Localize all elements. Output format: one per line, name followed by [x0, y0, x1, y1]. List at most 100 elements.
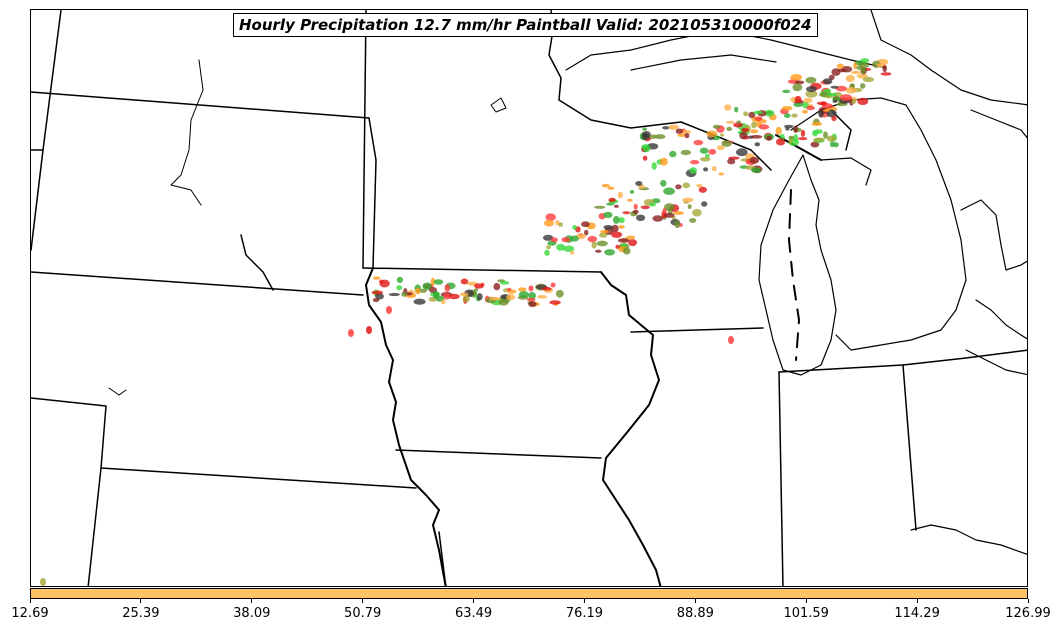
precip-blob — [822, 78, 833, 85]
precip-blob — [660, 179, 667, 187]
precip-blob — [613, 215, 620, 224]
precip-blob — [793, 125, 798, 133]
state-boundary — [368, 117, 377, 269]
river-boundary — [365, 267, 447, 586]
precip-blob — [537, 295, 548, 299]
precip-blob — [682, 197, 694, 203]
colorbar-tick-label: 114.29 — [894, 606, 940, 621]
state-boundary — [362, 267, 602, 273]
precip-blob — [708, 148, 717, 155]
precip-blob — [862, 76, 875, 83]
precip-blob — [506, 287, 512, 292]
precip-blob — [818, 109, 824, 118]
precip-blob — [841, 66, 853, 73]
precip-blob — [648, 134, 658, 139]
precip-blob — [375, 293, 384, 300]
precip-blob — [739, 131, 748, 140]
precip-blob — [699, 157, 711, 162]
precip-blob — [776, 138, 786, 146]
precip-blob — [761, 119, 767, 124]
precip-blob — [396, 276, 403, 283]
precip-blob — [528, 285, 534, 292]
precip-blob — [615, 244, 620, 249]
colorbar-tick-mark — [473, 599, 475, 603]
precip-blob — [595, 249, 602, 253]
precip-blob — [831, 115, 837, 122]
precip-blob — [693, 139, 704, 146]
precip-blob — [599, 230, 609, 234]
lake-shoreline — [490, 97, 507, 113]
precip-blob — [614, 204, 619, 208]
colorbar-tick-mark — [362, 599, 364, 603]
precip-blob — [528, 292, 536, 300]
precip-blob — [749, 156, 760, 164]
precip-blob — [826, 135, 837, 142]
precip-blob — [348, 329, 354, 337]
map-title: Hourly Precipitation 12.7 mm/hr Paintbal… — [233, 13, 818, 37]
precip-blob — [518, 287, 527, 292]
precip-blob — [396, 285, 403, 291]
dashed-line — [830, 109, 852, 151]
lake-shoreline — [960, 199, 1027, 271]
precip-blob — [690, 160, 700, 165]
precip-blob — [591, 241, 597, 249]
precip-blob — [758, 124, 770, 130]
precip-blob — [662, 126, 670, 130]
precip-blob — [675, 128, 683, 134]
precip-blob — [654, 134, 666, 140]
precip-blob — [401, 291, 408, 297]
state-boundary — [31, 10, 62, 151]
precip-blob — [649, 202, 657, 207]
precip-blob — [459, 292, 469, 297]
precip-blob — [652, 215, 664, 222]
precip-blob — [794, 95, 802, 104]
dashed-line — [788, 189, 800, 361]
precip-blob — [441, 299, 446, 305]
precip-blob — [829, 141, 835, 148]
precip-blob — [675, 184, 682, 190]
precip-blob — [845, 87, 857, 94]
precip-blob — [682, 182, 690, 189]
precip-blob — [684, 133, 690, 139]
precip-blob — [736, 148, 748, 157]
colorbar-tick-label: 88.89 — [676, 606, 714, 621]
precip-blob — [498, 299, 509, 306]
precip-blob — [680, 149, 692, 156]
precip-blob — [689, 167, 697, 174]
precip-blob — [618, 225, 625, 229]
precip-blob — [850, 70, 861, 75]
precip-blob — [856, 73, 869, 79]
precip-blob — [627, 198, 633, 202]
precip-blob — [832, 99, 838, 103]
river-boundary — [600, 271, 662, 586]
precip-blob — [528, 301, 537, 308]
precip-blob — [462, 295, 470, 303]
state-boundary — [31, 271, 364, 296]
precip-blob — [706, 130, 718, 138]
state-boundary — [778, 364, 904, 373]
precip-blob — [433, 291, 439, 299]
precip-blob — [823, 108, 830, 112]
precip-blob — [712, 124, 721, 129]
precip-blob — [550, 237, 558, 243]
lake-shoreline — [975, 299, 1027, 340]
precip-blob — [572, 225, 577, 230]
precip-blob — [545, 213, 556, 221]
state-boundary — [362, 10, 367, 269]
precip-blob — [831, 68, 841, 76]
precip-blob — [836, 63, 844, 69]
precip-blob — [699, 147, 709, 154]
precip-blob — [827, 92, 838, 97]
precip-blob — [622, 211, 631, 215]
precip-blob — [617, 238, 630, 243]
precip-blob — [826, 109, 837, 118]
precip-blob — [460, 278, 469, 285]
precip-blob — [830, 85, 839, 89]
precip-blob — [751, 167, 762, 173]
precip-blob — [659, 157, 668, 166]
precip-blob — [677, 133, 687, 137]
precip-blob — [784, 124, 794, 129]
precip-blob — [629, 190, 635, 194]
precip-blob — [500, 281, 510, 285]
precip-blob — [544, 219, 554, 227]
